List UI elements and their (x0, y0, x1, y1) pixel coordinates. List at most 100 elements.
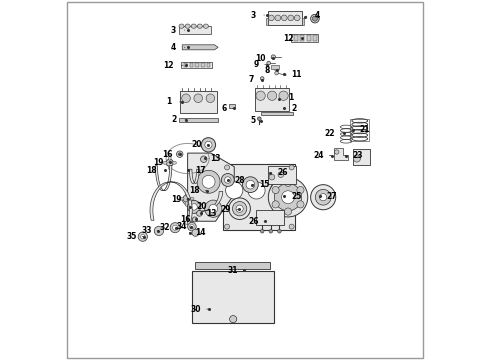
Circle shape (269, 177, 308, 217)
Bar (300, 36, 304, 41)
Bar (294, 36, 298, 41)
Text: 19: 19 (153, 158, 163, 167)
Text: 1: 1 (166, 97, 172, 106)
Text: 2: 2 (291, 104, 296, 113)
Polygon shape (179, 118, 218, 122)
Circle shape (246, 180, 255, 189)
Text: 26: 26 (248, 217, 259, 226)
Ellipse shape (185, 191, 188, 196)
Circle shape (275, 15, 281, 21)
Polygon shape (190, 169, 199, 184)
Circle shape (225, 182, 243, 199)
Text: 3: 3 (171, 26, 176, 35)
Circle shape (260, 77, 264, 80)
Circle shape (319, 194, 327, 201)
Polygon shape (150, 182, 192, 225)
Text: 5: 5 (250, 116, 256, 125)
Circle shape (281, 15, 287, 21)
Bar (195, 262, 270, 269)
Circle shape (288, 15, 294, 21)
Circle shape (294, 15, 300, 21)
Circle shape (170, 223, 180, 233)
Circle shape (202, 175, 215, 188)
Circle shape (197, 170, 220, 193)
Text: 4: 4 (171, 43, 176, 52)
Circle shape (268, 91, 277, 100)
Circle shape (269, 174, 275, 180)
Circle shape (285, 179, 292, 186)
Circle shape (269, 15, 274, 21)
Text: 16: 16 (180, 215, 191, 224)
Text: 14: 14 (195, 228, 205, 237)
Circle shape (297, 186, 304, 194)
Circle shape (271, 55, 275, 59)
Text: 18: 18 (147, 166, 157, 175)
Text: 23: 23 (353, 151, 363, 160)
Circle shape (192, 229, 199, 236)
Bar (271, 65, 279, 69)
Text: 12: 12 (283, 34, 294, 43)
Text: 4: 4 (315, 10, 320, 19)
Bar (184, 63, 188, 67)
Text: 26: 26 (277, 168, 288, 177)
Circle shape (269, 229, 272, 233)
Ellipse shape (185, 201, 188, 206)
Circle shape (270, 182, 287, 199)
Circle shape (196, 211, 202, 216)
Text: 6: 6 (222, 104, 227, 113)
Circle shape (353, 155, 361, 162)
Circle shape (243, 177, 258, 193)
Bar (192, 271, 274, 323)
Text: 24: 24 (314, 151, 324, 160)
Circle shape (224, 165, 230, 170)
Text: 25: 25 (291, 192, 301, 201)
Circle shape (209, 204, 218, 213)
Text: 28: 28 (234, 176, 245, 185)
Circle shape (205, 141, 212, 148)
Bar (179, 26, 211, 34)
Bar (291, 35, 318, 42)
Bar (268, 166, 296, 184)
Text: 7: 7 (248, 75, 254, 84)
Ellipse shape (185, 24, 190, 28)
Text: 17: 17 (196, 166, 206, 175)
Bar (181, 62, 212, 68)
Circle shape (275, 71, 278, 75)
Ellipse shape (168, 156, 171, 160)
Bar (229, 104, 235, 108)
Circle shape (311, 14, 319, 23)
Text: 34: 34 (176, 222, 187, 231)
Ellipse shape (163, 161, 167, 164)
Circle shape (201, 138, 216, 152)
Circle shape (230, 316, 237, 323)
Circle shape (182, 94, 190, 103)
Circle shape (315, 189, 331, 205)
Circle shape (205, 200, 222, 217)
Circle shape (224, 177, 231, 183)
Text: 21: 21 (360, 125, 370, 134)
Bar (350, 119, 369, 140)
Bar (353, 149, 370, 165)
Text: 2: 2 (172, 115, 177, 124)
Bar (196, 63, 199, 67)
Circle shape (236, 205, 243, 212)
Circle shape (138, 232, 147, 241)
Ellipse shape (203, 24, 208, 28)
Circle shape (172, 225, 177, 230)
Ellipse shape (172, 161, 176, 164)
Circle shape (178, 153, 181, 156)
Text: 13: 13 (210, 154, 221, 163)
Circle shape (141, 234, 145, 239)
Circle shape (190, 225, 194, 229)
Ellipse shape (189, 197, 194, 200)
Circle shape (256, 91, 265, 100)
Bar (255, 87, 289, 111)
Circle shape (200, 156, 207, 162)
Bar (256, 211, 285, 225)
Ellipse shape (179, 197, 184, 200)
Circle shape (248, 182, 265, 199)
Text: 13: 13 (207, 209, 217, 218)
Circle shape (188, 201, 200, 213)
Circle shape (272, 201, 279, 208)
Text: 16: 16 (162, 150, 172, 159)
